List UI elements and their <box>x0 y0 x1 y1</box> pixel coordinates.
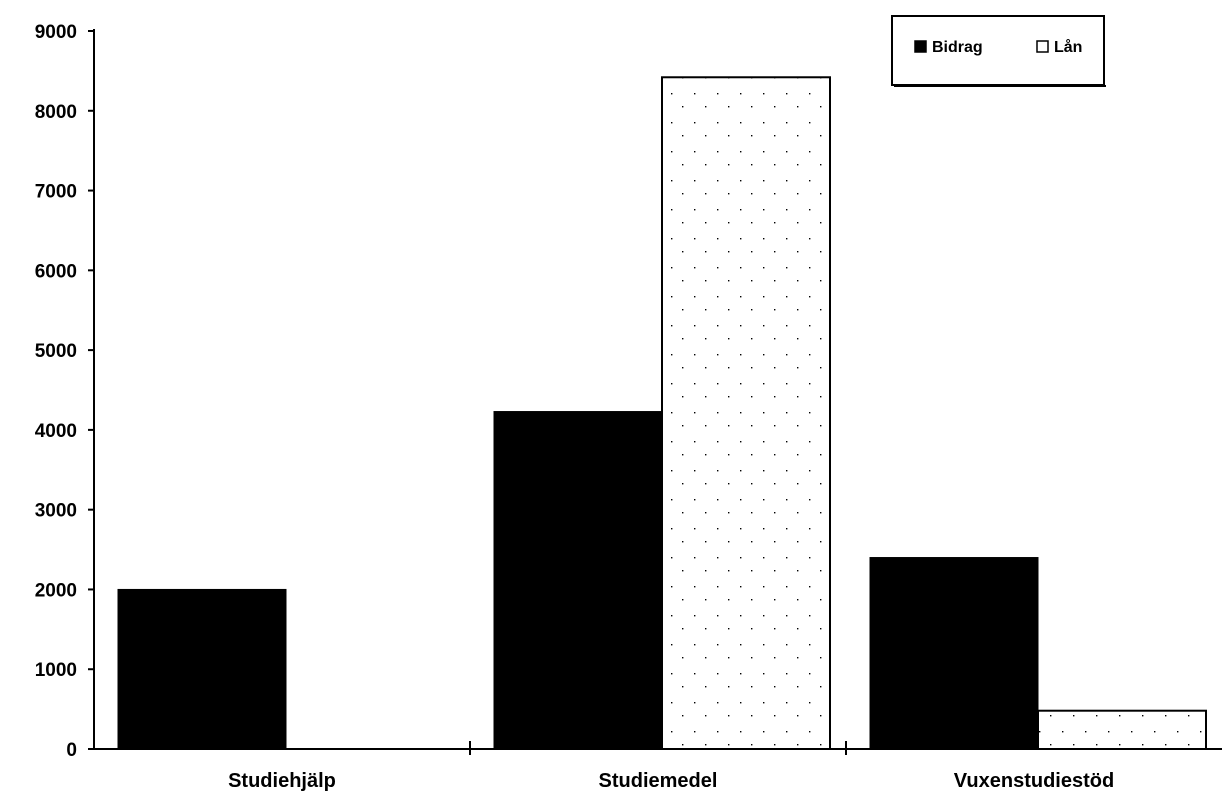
legend-box <box>891 15 1105 86</box>
y-tick-label: 1000 <box>35 660 77 681</box>
y-axis: 0 1000 2000 3000 4000 5000 6000 7000 8000 9000 <box>35 22 95 761</box>
category-label: Studiehjälp <box>228 770 336 792</box>
y-tick-label: 2000 <box>35 580 77 601</box>
category-labels: Studiehjälp Studiemedel Vuxenstudiestöd <box>228 770 1114 792</box>
bar-ln-2 <box>1037 709 1207 750</box>
y-tick-label: 0 <box>66 740 77 761</box>
legend: Bidrag Lån <box>891 15 1106 87</box>
legend-swatch-bidrag <box>914 40 927 53</box>
legend-swatch-ln <box>1036 40 1049 53</box>
y-tick-label: 4000 <box>35 421 77 442</box>
legend-label: Lån <box>1054 38 1082 56</box>
bar-bidrag-2 <box>869 557 1039 750</box>
y-tick-label: 7000 <box>35 182 77 203</box>
bars-group <box>117 76 1207 750</box>
y-tick-label: 3000 <box>35 501 77 522</box>
bar-bidrag-1 <box>493 411 663 750</box>
legend-label: Bidrag <box>932 39 983 56</box>
y-tick-label: 6000 <box>35 261 77 282</box>
bar-ln-1 <box>661 76 831 750</box>
bar-bidrag-0 <box>117 588 287 750</box>
category-label: Studiemedel <box>599 770 718 792</box>
y-tick-label: 9000 <box>35 22 77 43</box>
y-tick-label: 8000 <box>35 102 77 123</box>
y-tick-label: 5000 <box>35 341 77 362</box>
category-label: Vuxenstudiestöd <box>954 770 1114 792</box>
